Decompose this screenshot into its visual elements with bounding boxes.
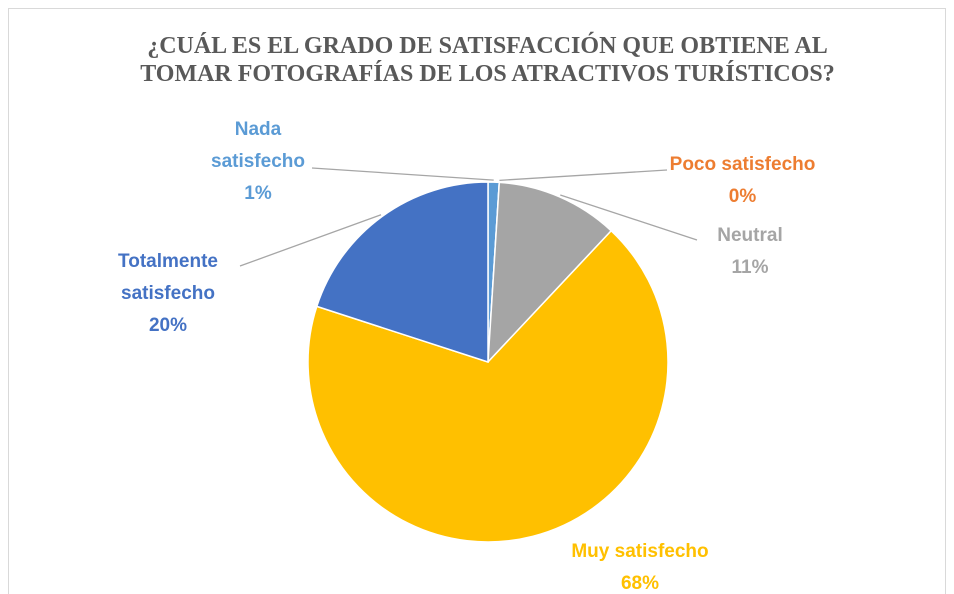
leader-line xyxy=(499,169,668,182)
label-value: 1% xyxy=(244,183,272,204)
data-label: Nada satisfecho 1% xyxy=(203,114,313,210)
leader-line xyxy=(560,194,698,241)
label-value: 0% xyxy=(728,186,757,207)
label-name: Totalmente satisfecho xyxy=(118,251,218,304)
data-label: Neutral 11% xyxy=(690,220,810,284)
pie-slice xyxy=(307,229,669,543)
pie-slice xyxy=(315,181,489,364)
label-value: 11% xyxy=(731,257,769,278)
label-name: Muy satisfecho xyxy=(571,541,709,562)
data-label: Poco satisfecho 0% xyxy=(640,149,845,213)
data-label: Muy satisfecho 68% xyxy=(570,536,710,594)
label-name: Poco satisfecho xyxy=(669,154,816,175)
leader-line xyxy=(311,167,494,181)
leader-line xyxy=(239,214,382,267)
label-name: Nada satisfecho xyxy=(211,119,305,172)
label-value: 68% xyxy=(620,573,660,594)
chart-title: ¿CUÁL ES EL GRADO DE SATISFACCIÓN QUE OB… xyxy=(140,33,835,87)
pie-slice xyxy=(487,181,613,365)
label-name: Neutral xyxy=(717,225,783,246)
label-value: 20% xyxy=(148,315,188,336)
chart-border xyxy=(8,8,946,594)
data-label: Totalmente satisfecho 20% xyxy=(93,246,243,342)
